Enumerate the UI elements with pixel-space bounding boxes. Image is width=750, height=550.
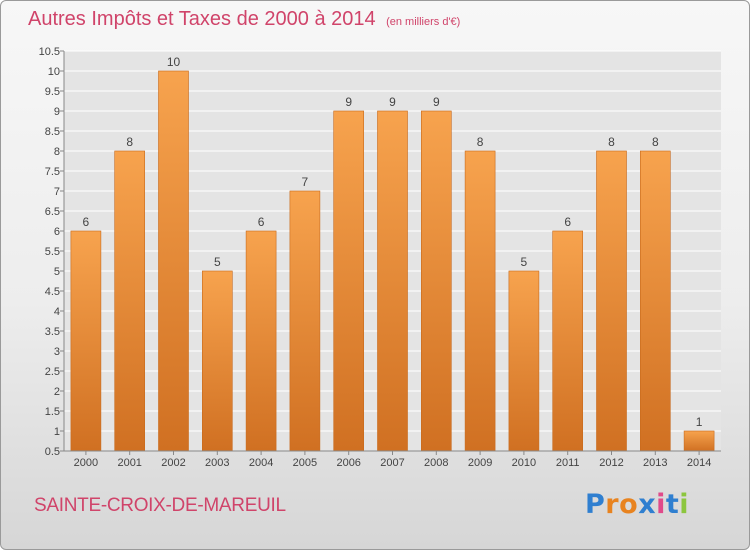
- bar: [508, 270, 540, 452]
- logo-letter: t: [665, 489, 680, 520]
- y-tick-label: 2: [54, 386, 60, 398]
- logo-letter: r: [605, 489, 620, 520]
- bar: [377, 110, 408, 452]
- data-label: 7: [302, 175, 309, 189]
- y-tick-label: 3.5: [45, 326, 60, 338]
- logo-letter: x: [638, 489, 657, 520]
- bar: [683, 430, 715, 452]
- x-tick-label: 2001: [117, 457, 141, 469]
- x-tick-label: 2006: [336, 457, 360, 469]
- x-tick-label: 2002: [161, 457, 185, 469]
- commune-name: SAINTE-CROIX-DE-MAREUIL: [34, 495, 286, 516]
- data-label: 6: [83, 215, 90, 229]
- y-tick-label: 7.5: [45, 166, 60, 178]
- y-tick-label: 6: [54, 226, 60, 238]
- y-tick-label: 6.5: [45, 206, 60, 218]
- chart-subtitle: (en milliers d'€): [386, 16, 461, 28]
- y-tick-label: 9.5: [45, 86, 60, 98]
- y-tick-label: 3: [54, 346, 60, 358]
- y-tick-label: 4.5: [45, 286, 60, 298]
- data-label: 1: [696, 415, 703, 429]
- y-tick-label: 10: [48, 66, 60, 78]
- x-tick-label: 2000: [74, 457, 98, 469]
- logo-letter: i: [656, 489, 666, 520]
- data-label: 5: [521, 255, 528, 269]
- y-tick-label: 8.5: [45, 126, 60, 138]
- logo-letter: o: [619, 489, 639, 520]
- y-tick-label: 10.5: [39, 46, 60, 58]
- data-label: 8: [477, 135, 484, 149]
- data-label: 6: [564, 215, 571, 229]
- bar: [420, 110, 452, 452]
- bar: [552, 230, 584, 452]
- bar: [158, 70, 189, 452]
- data-label: 10: [167, 55, 181, 69]
- data-label: 9: [433, 95, 440, 109]
- proxiti-logo[interactable]: Proxiti: [585, 489, 689, 520]
- x-tick-label: 2005: [293, 457, 317, 469]
- bar: [639, 150, 671, 452]
- y-tick-label: 8: [54, 146, 60, 158]
- logo-letter: i: [679, 489, 690, 520]
- y-tick-label: 1.5: [45, 406, 60, 418]
- data-label: 8: [126, 135, 133, 149]
- x-tick-label: 2014: [687, 457, 711, 469]
- bar: [596, 150, 627, 452]
- data-label: 8: [652, 135, 659, 149]
- x-tick-label: 2009: [468, 457, 492, 469]
- y-tick-label: 5.5: [45, 246, 60, 258]
- y-tick-label: 2.5: [45, 366, 60, 378]
- x-tick-label: 2003: [205, 457, 229, 469]
- y-tick-label: 1: [54, 426, 60, 438]
- y-axis: 0.5 1 1.5 2 2.5 3 3.5 4 4.5 5 5.5 6 6.5 7 7.5 8 8.5 9 9.5 1…: [39, 46, 65, 458]
- y-tick-label: 9: [54, 106, 60, 118]
- title-row: Autres Impôts et Taxes de 2000 à 2014 (e…: [28, 8, 460, 31]
- bar: [464, 150, 496, 452]
- bar: [202, 270, 233, 452]
- y-tick-label: 0.5: [45, 446, 60, 458]
- x-tick-label: 2012: [599, 457, 623, 469]
- data-label: 6: [258, 215, 265, 229]
- x-tick-label: 2004: [249, 457, 273, 469]
- data-label: 9: [389, 95, 396, 109]
- bar: [289, 190, 321, 452]
- x-tick-label: 2007: [380, 457, 404, 469]
- x-tick-label: 2013: [643, 457, 667, 469]
- bar: [70, 230, 102, 452]
- data-label: 5: [214, 255, 221, 269]
- chart-title: Autres Impôts et Taxes de 2000 à 2014: [28, 8, 376, 30]
- x-tick-label: 2011: [556, 457, 580, 469]
- bar: [333, 110, 365, 452]
- data-label: 8: [608, 135, 615, 149]
- bar: [245, 230, 277, 452]
- logo-letter: P: [585, 489, 606, 520]
- y-tick-label: 4: [54, 306, 60, 318]
- x-tick-label: 2010: [512, 457, 536, 469]
- data-label: 9: [345, 95, 352, 109]
- y-tick-label: 5: [54, 266, 60, 278]
- x-tick-label: 2008: [424, 457, 448, 469]
- y-tick-label: 7: [54, 186, 60, 198]
- x-axis: 2000 2001 2002 2003 2004 2005 2006 2007 2008 2009…: [64, 450, 721, 469]
- bars: 6 8 10 5 6 7 9 9 9 8 5 6 8 8 1: [70, 55, 715, 452]
- bar: [114, 150, 145, 452]
